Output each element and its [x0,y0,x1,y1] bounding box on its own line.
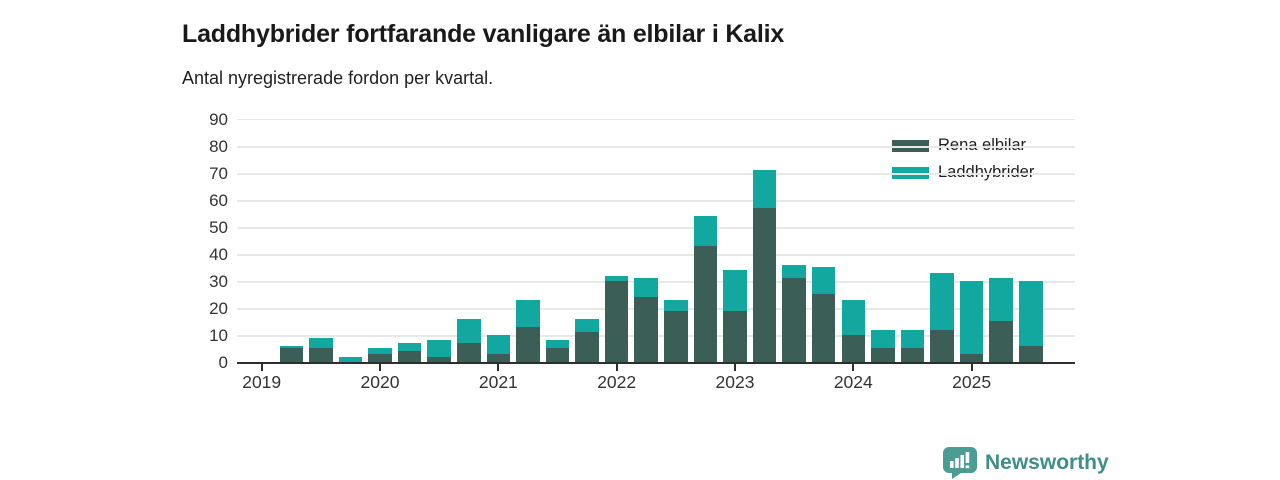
legend-swatch [892,166,929,179]
bar-2022-q3-rena-elbilar [664,310,688,362]
bar-2024-q1-rena-elbilar [841,334,866,362]
bar-2022-q3-laddhybrider [664,299,688,311]
bar-2023-q1-rena-elbilar [723,310,747,362]
bar-2024-q2-rena-elbilar [871,348,895,362]
bar-2023-q4-rena-elbilar [811,294,836,362]
bar-2025-q3-laddhybrider [1019,280,1043,346]
bar-2025-q1-laddhybrider [959,280,984,354]
brand-name: Newsworthy [985,450,1109,474]
bar-2024-q4-laddhybrider [930,272,954,330]
y-axis-label-40: 40 [209,244,228,264]
x-axis-tick-2021 [497,364,500,371]
legend-item: Laddhybrider [892,163,1034,182]
bar-2020-q1-rena-elbilar [368,353,392,362]
bar-2021-q4-rena-elbilar [575,332,599,362]
bar-2022-q2-rena-elbilar [634,297,658,362]
bar-2022-q4-laddhybrider [693,216,718,246]
bar-2019-q2-laddhybrider [279,345,304,349]
bar-2024-q3-rena-elbilar [900,348,925,362]
bar-2025-q3-rena-elbilar [1019,345,1043,362]
y-axis-label-10: 10 [209,325,228,345]
bar-2024-q2-laddhybrider [871,329,895,349]
bar-2023-q4-laddhybrider [811,267,836,295]
x-axis-label-2021: 2021 [478,372,518,392]
x-axis-label-2020: 2020 [360,372,400,392]
gridline-y-90 [237,118,1075,121]
x-axis-label-2025: 2025 [952,372,992,392]
gridline-y-60 [237,200,1075,202]
chart-subtitle: Antal nyregistrerade fordon per kvartal. [182,68,494,88]
x-axis-label-2023: 2023 [715,372,755,392]
x-axis-tick-2023 [733,364,736,371]
bar-2021-q3-rena-elbilar [545,348,570,362]
x-axis-tick-2025 [970,364,973,371]
y-axis-label-20: 20 [209,298,228,318]
bar-2020-q4-laddhybrider [457,318,481,344]
bar-2025-q2-rena-elbilar [989,321,1013,362]
bar-2022-q1-rena-elbilar [604,280,629,362]
gridline-y-70 [237,173,1075,175]
x-axis-label-2019: 2019 [242,372,282,392]
y-axis-label-0: 0 [218,353,228,372]
x-axis-label-2024: 2024 [833,372,873,392]
bar-2025-q2-laddhybrider [989,278,1013,322]
bar-2021-q2-rena-elbilar [516,326,540,362]
bar-2019-q3-rena-elbilar [309,348,333,362]
bar-2025-q1-rena-elbilar [959,353,984,362]
chart-title: Laddhybrider fortfarande vanligare än el… [182,19,785,48]
bar-2023-q2-laddhybrider [752,170,777,208]
gridline-y-50 [237,227,1075,229]
x-axis-label-2022: 2022 [597,372,637,392]
y-axis-label-90: 90 [209,109,228,129]
bar-2024-q4-rena-elbilar [930,329,954,362]
y-axis-label-70: 70 [209,163,228,183]
x-axis-tick-2020 [379,364,382,371]
y-axis-label-30: 30 [209,271,228,291]
x-axis-tick-2024 [852,364,855,371]
bar-2020-q2-rena-elbilar [397,351,422,362]
bar-2020-q4-rena-elbilar [457,343,481,362]
bar-2020-q2-laddhybrider [397,343,422,352]
bar-2023-q2-rena-elbilar [752,207,777,362]
bar-2021-q1-rena-elbilar [486,353,511,362]
bar-2020-q3-rena-elbilar [427,356,451,362]
bar-2023-q3-rena-elbilar [782,278,806,362]
legend-swatch [892,139,929,152]
bar-2020-q3-laddhybrider [427,340,451,357]
y-axis-label-80: 80 [209,136,228,156]
bar-2022-q1-laddhybrider [604,275,629,281]
legend-item: Rena elbilar [892,136,1034,155]
x-axis-tick-2019 [260,364,263,371]
bar-2019-q2-rena-elbilar [279,348,304,362]
legend-label: Rena elbilar [938,136,1027,154]
brand-footer: Newsworthy [941,446,1109,479]
bar-2019-q4-laddhybrider [338,356,363,362]
bar-2024-q1-laddhybrider [841,299,866,335]
y-axis-label-50: 50 [209,217,228,237]
bar-2021-q1-laddhybrider [486,334,511,354]
bar-2021-q2-laddhybrider [516,299,540,327]
bar-2019-q3-laddhybrider [309,337,333,349]
legend-label: Laddhybrider [938,163,1035,181]
bar-2022-q4-rena-elbilar [693,245,718,362]
x-axis-line [237,361,1075,364]
bar-2021-q3-laddhybrider [545,340,570,349]
bar-2024-q3-laddhybrider [900,329,925,349]
gridline-y-80 [237,146,1075,148]
chart-legend: Rena elbilar Laddhybrider [884,133,1044,187]
newsworthy-logo-icon [943,447,977,479]
bar-2023-q1-laddhybrider [723,270,747,311]
bar-2023-q3-laddhybrider [782,264,806,279]
gridline-y-40 [237,254,1075,256]
x-axis-tick-2022 [615,364,618,371]
bar-2022-q2-laddhybrider [634,278,658,298]
bar-2020-q1-laddhybrider [368,348,392,354]
y-axis-label-60: 60 [209,190,228,210]
bar-2021-q4-laddhybrider [575,318,599,333]
